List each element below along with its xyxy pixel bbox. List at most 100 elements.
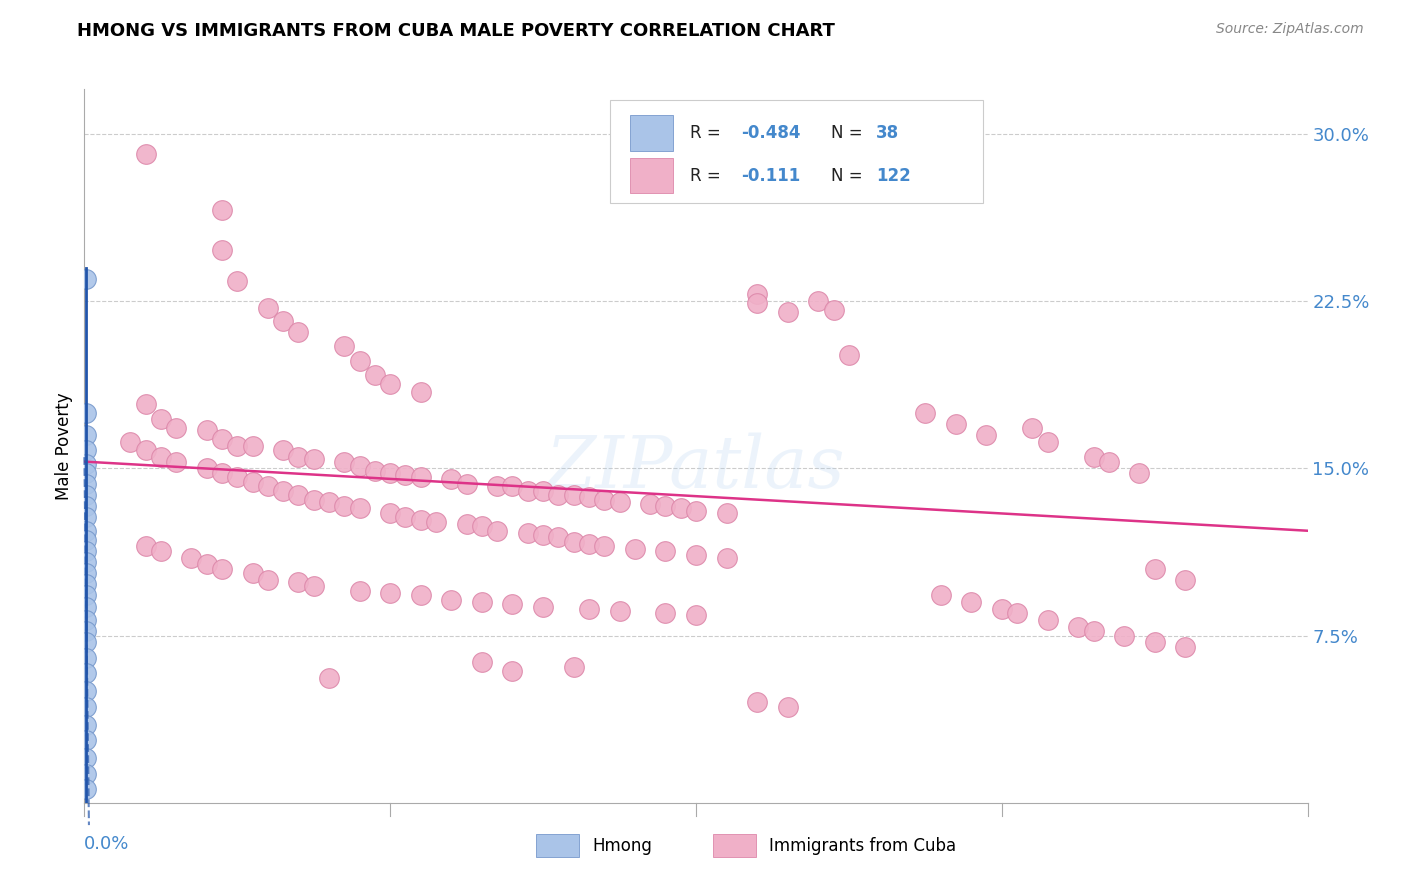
Point xyxy=(502,598,524,612)
Point xyxy=(75,684,97,698)
Point xyxy=(562,534,585,549)
Point xyxy=(1143,562,1166,576)
Point xyxy=(75,624,97,639)
Text: 0.0%: 0.0% xyxy=(84,835,129,853)
Text: N =: N = xyxy=(831,167,862,185)
Point xyxy=(380,466,402,480)
Point xyxy=(380,586,402,600)
Point xyxy=(302,452,325,467)
Text: Source: ZipAtlas.com: Source: ZipAtlas.com xyxy=(1216,22,1364,37)
Point xyxy=(75,499,97,513)
Text: 122: 122 xyxy=(876,167,911,185)
Point xyxy=(242,566,264,581)
Point xyxy=(257,573,280,587)
Point xyxy=(302,580,325,594)
Point xyxy=(349,501,371,516)
Point xyxy=(838,347,860,362)
Point xyxy=(456,476,478,491)
Point xyxy=(716,550,738,565)
Point xyxy=(75,589,97,603)
FancyBboxPatch shape xyxy=(536,834,578,857)
Point xyxy=(75,767,97,781)
Point xyxy=(1098,454,1121,469)
Text: Immigrants from Cuba: Immigrants from Cuba xyxy=(769,837,956,855)
Point xyxy=(747,296,769,310)
Point xyxy=(547,530,569,544)
Point xyxy=(120,434,142,449)
Text: -0.484: -0.484 xyxy=(741,124,801,142)
Point xyxy=(945,417,967,431)
Point xyxy=(609,494,631,508)
Point xyxy=(135,396,157,410)
Point xyxy=(669,501,692,516)
Point xyxy=(75,555,97,569)
Point xyxy=(242,475,264,489)
Text: -0.111: -0.111 xyxy=(741,167,800,185)
Point xyxy=(409,470,432,484)
Point xyxy=(547,488,569,502)
Point xyxy=(578,602,600,616)
Point xyxy=(75,271,97,285)
Point xyxy=(135,539,157,553)
Point xyxy=(75,666,97,681)
Text: 38: 38 xyxy=(876,124,898,142)
Point xyxy=(1005,607,1028,621)
Point xyxy=(242,439,264,453)
Point xyxy=(75,782,97,797)
Point xyxy=(531,528,554,542)
Point xyxy=(75,533,97,547)
Point xyxy=(75,427,97,442)
Point xyxy=(349,354,371,368)
Point xyxy=(471,519,494,533)
Point xyxy=(75,510,97,524)
Point xyxy=(440,473,463,487)
Point xyxy=(349,583,371,598)
Text: ZIPatlas: ZIPatlas xyxy=(546,432,846,503)
Point xyxy=(135,443,157,458)
Point xyxy=(654,607,676,621)
Y-axis label: Male Poverty: Male Poverty xyxy=(55,392,73,500)
Point xyxy=(75,635,97,649)
Text: R =: R = xyxy=(690,124,725,142)
Point xyxy=(75,476,97,491)
Point xyxy=(75,599,97,614)
Point xyxy=(685,608,707,623)
Text: N =: N = xyxy=(831,124,868,142)
Point xyxy=(135,146,157,161)
Point xyxy=(486,524,509,538)
Point xyxy=(1083,624,1105,639)
Point xyxy=(211,432,233,446)
Point xyxy=(976,427,998,442)
Point xyxy=(75,405,97,419)
Text: HMONG VS IMMIGRANTS FROM CUBA MALE POVERTY CORRELATION CHART: HMONG VS IMMIGRANTS FROM CUBA MALE POVER… xyxy=(77,22,835,40)
Point xyxy=(287,488,309,502)
Point xyxy=(195,461,218,475)
Point xyxy=(1143,635,1166,649)
Point xyxy=(685,548,707,563)
Point xyxy=(226,470,249,484)
Point xyxy=(165,454,187,469)
Point xyxy=(211,466,233,480)
Point xyxy=(1114,628,1136,642)
Point xyxy=(747,287,769,301)
Point xyxy=(75,466,97,480)
Point xyxy=(1174,573,1197,587)
Point xyxy=(502,479,524,493)
Point xyxy=(1067,619,1090,633)
Point xyxy=(165,421,187,435)
Point xyxy=(271,314,294,328)
Point xyxy=(394,510,416,524)
Point xyxy=(318,671,340,685)
Text: Hmong: Hmong xyxy=(592,837,652,855)
Point xyxy=(914,405,936,419)
Point xyxy=(531,483,554,498)
Point xyxy=(578,490,600,504)
Point xyxy=(333,499,356,513)
Point xyxy=(776,305,799,319)
Point xyxy=(1036,434,1059,449)
Point xyxy=(562,660,585,674)
Point xyxy=(333,454,356,469)
Point xyxy=(471,655,494,669)
Point xyxy=(654,543,676,558)
Point xyxy=(211,243,233,257)
